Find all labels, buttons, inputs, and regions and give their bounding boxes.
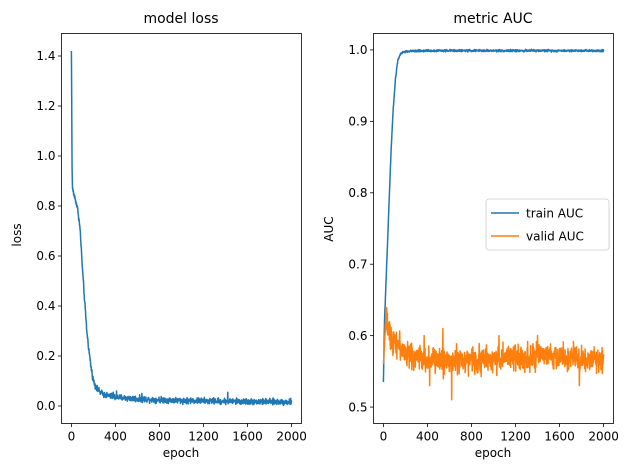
x-tick-label: 0 [380, 430, 388, 444]
y-tick-label: 0.9 [348, 115, 367, 129]
loss-chart-xlabel: epoch [163, 446, 200, 460]
legend-label-valid: valid AUC [526, 230, 584, 244]
auc-chart: metric AUC epoch AUC 0 400 800 1200 1600 2000… [322, 11, 619, 460]
auc-chart-series [382, 48, 605, 401]
auc-chart-ticks: 0 400 800 1200 1600 2000 0.5 0.6 0.7 0.8 0.9 1.0 [348, 43, 618, 443]
train-auc-line [382, 48, 605, 383]
x-tick-label: 2000 [276, 430, 307, 444]
y-tick-label: 1.0 [348, 43, 367, 57]
auc-chart-title: metric AUC [453, 11, 532, 27]
y-tick-label: 0.2 [36, 349, 55, 363]
loss-chart: model loss epoch loss 0 400 800 1200 1600 200… [10, 11, 307, 460]
y-tick-label: 0.6 [348, 329, 367, 343]
y-tick-label: 0.5 [348, 400, 367, 414]
y-tick-label: 0.0 [36, 399, 55, 413]
auc-chart-frame [373, 33, 614, 424]
y-tick-label: 1.0 [36, 149, 55, 163]
loss-chart-ticks: 0 400 800 1200 1600 2000 0.0 0.2 0.4 0.6 0.8 1.0 1.2… [36, 49, 306, 443]
x-tick-label: 2000 [588, 430, 619, 444]
loss-chart-ylabel: loss [10, 223, 24, 246]
x-tick-label: 1600 [232, 430, 263, 444]
y-tick-label: 1.4 [36, 49, 55, 63]
auc-legend-box [485, 198, 610, 251]
auc-chart-ylabel: AUC [322, 216, 336, 241]
y-tick-label: 0.8 [348, 186, 367, 200]
y-tick-label: 0.4 [36, 299, 55, 313]
loss-line [70, 50, 293, 407]
auc-chart-xlabel: epoch [475, 446, 512, 460]
y-tick-label: 0.7 [348, 257, 367, 271]
valid-auc-line [382, 306, 605, 401]
x-tick-label: 400 [104, 430, 127, 444]
loss-chart-frame [61, 33, 302, 424]
x-tick-label: 1200 [500, 430, 531, 444]
x-tick-label: 400 [416, 430, 439, 444]
loss-chart-title: model loss [143, 11, 218, 27]
x-tick-label: 1600 [544, 430, 575, 444]
x-tick-label: 800 [460, 430, 483, 444]
x-tick-label: 800 [148, 430, 171, 444]
y-tick-label: 1.2 [36, 99, 55, 113]
y-tick-label: 0.6 [36, 249, 55, 263]
legend-label-train: train AUC [526, 207, 583, 221]
x-tick-label: 1200 [188, 430, 219, 444]
x-tick-label: 0 [68, 430, 76, 444]
loss-chart-series [70, 50, 293, 407]
y-tick-label: 0.8 [36, 199, 55, 213]
auc-legend: train AUC valid AUC [485, 198, 610, 251]
